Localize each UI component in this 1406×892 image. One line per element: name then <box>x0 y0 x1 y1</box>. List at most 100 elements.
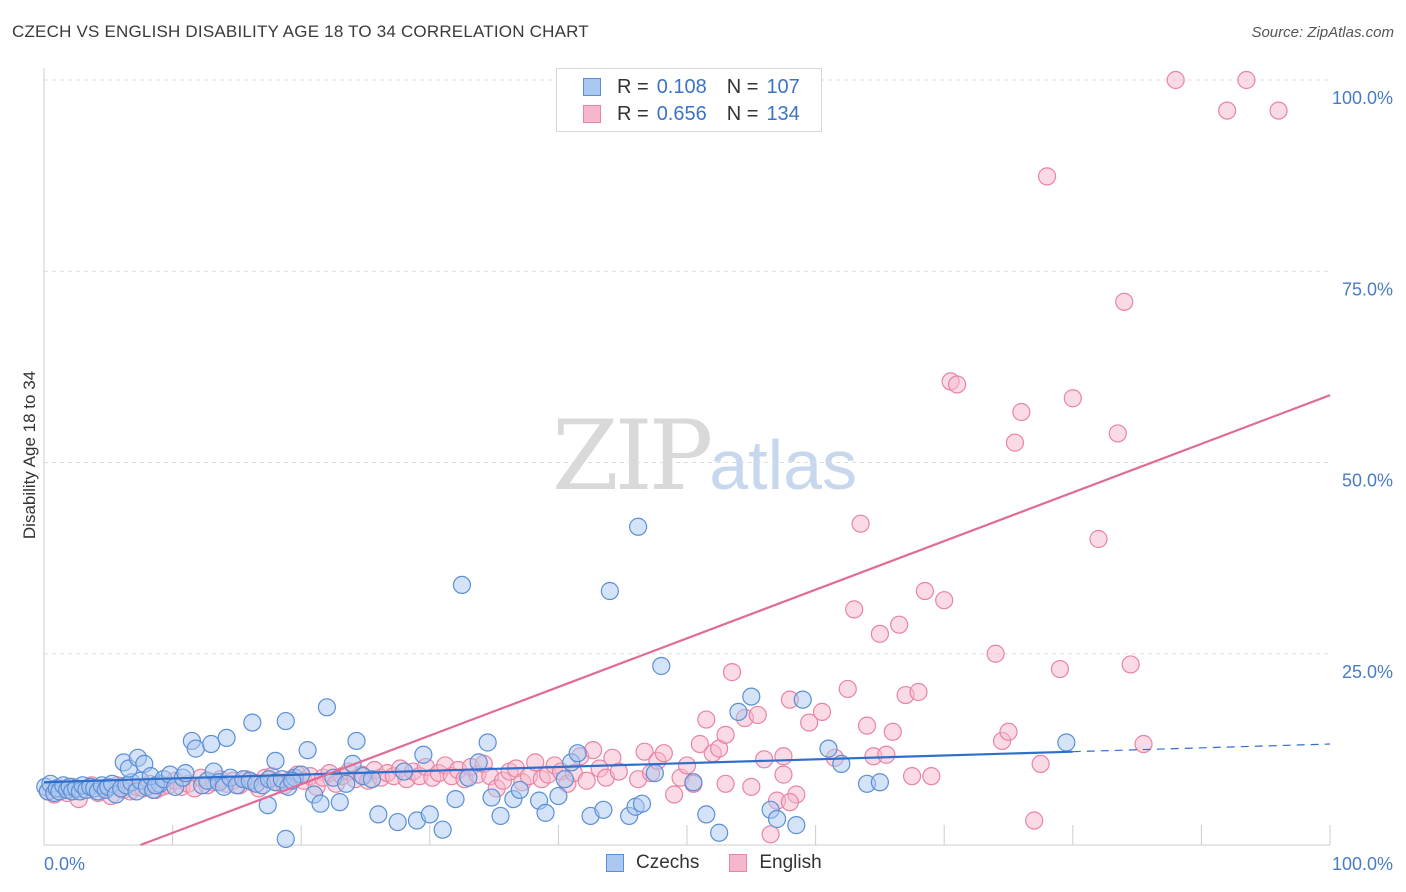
czechs-r-label: R = <box>617 75 649 98</box>
english-point <box>922 767 941 786</box>
czechs-point <box>347 731 366 751</box>
english-point <box>577 771 596 790</box>
czechs-point <box>420 805 439 824</box>
x-tick-label: 0.0% <box>44 854 85 874</box>
czechs-point <box>276 711 295 731</box>
legend-czechs-label: Czechs <box>636 852 700 873</box>
czechs-point <box>870 773 890 792</box>
english-point <box>748 705 767 725</box>
x-tick-label: 100.0% <box>1332 854 1393 874</box>
english-point <box>1121 655 1140 674</box>
english-points <box>38 70 1288 844</box>
english-point <box>697 710 716 729</box>
legend-item-english: English <box>729 852 822 874</box>
english-point <box>665 785 684 804</box>
czechs-point <box>202 734 221 754</box>
czechs-point <box>555 770 574 789</box>
english-point <box>999 722 1018 741</box>
czechs-point <box>536 803 555 822</box>
czechs-point <box>793 690 812 709</box>
legend-item-czechs: Czechs <box>606 852 699 874</box>
czechs-point <box>469 753 488 772</box>
english-point <box>909 682 928 702</box>
english-n-label: N = <box>726 102 759 125</box>
czechs-point <box>594 800 613 819</box>
english-point <box>915 581 935 601</box>
english-point <box>1025 811 1044 830</box>
chart-title: CZECH VS ENGLISH DISABILITY AGE 18 TO 34… <box>12 22 589 41</box>
czechs-point <box>311 794 330 813</box>
english-point <box>722 663 742 682</box>
english-point <box>1269 101 1288 120</box>
english-point <box>1089 529 1108 549</box>
czechs-point <box>491 806 510 826</box>
czechs-point <box>482 788 501 807</box>
english-point <box>690 734 709 754</box>
english-point <box>890 615 909 634</box>
english-point <box>1031 754 1050 774</box>
czechs-point <box>317 698 337 717</box>
english-point <box>986 644 1005 663</box>
english-point <box>1166 70 1185 90</box>
czechs-point <box>742 687 761 706</box>
czechs-point <box>510 780 529 800</box>
czechs-point <box>729 702 748 721</box>
english-point <box>755 750 774 769</box>
english-point <box>935 591 954 610</box>
czechs-r-value: 0.108 <box>656 75 707 98</box>
czechs-point <box>266 751 285 770</box>
czechs-point <box>298 741 317 760</box>
english-swatch <box>729 854 748 872</box>
legend-row-czechs: R = 0.108 N = 107 <box>583 75 800 99</box>
english-point <box>851 514 870 533</box>
english-point <box>845 600 864 619</box>
english-point <box>947 375 967 394</box>
y-tick-label: 100.0% <box>1332 88 1393 108</box>
tick-labels: 25.0% 50.0% 75.0% 100.0% 0.0% 100.0% <box>44 88 1393 874</box>
english-point <box>1050 659 1070 679</box>
english-point <box>1218 101 1237 120</box>
english-point <box>677 756 697 775</box>
czechs-point <box>337 774 356 793</box>
english-point <box>716 725 735 744</box>
axes <box>43 68 1330 846</box>
english-point <box>1134 734 1153 754</box>
english-point <box>902 767 922 786</box>
czechs-point <box>414 745 433 764</box>
czechs-point <box>478 733 497 752</box>
czechs-point <box>697 805 716 824</box>
trend-lines <box>43 394 1331 847</box>
english-point <box>584 741 603 760</box>
czechs-point <box>632 794 652 813</box>
source-label: Source: ZipAtlas.com <box>1251 24 1394 41</box>
y-tick-label: 75.0% <box>1342 279 1393 299</box>
english-point <box>883 722 902 741</box>
czechs-point <box>276 829 295 848</box>
grid-lines <box>44 79 1331 845</box>
english-point <box>812 702 832 721</box>
english-r-value: 0.656 <box>656 102 707 125</box>
czechs-swatch <box>583 78 601 96</box>
czechs-point <box>600 581 619 601</box>
czechs-point <box>819 739 838 758</box>
czechs-point <box>186 739 205 758</box>
czechs-point <box>645 763 664 783</box>
english-point <box>838 679 857 699</box>
english-point <box>774 747 793 766</box>
english-point <box>654 744 673 763</box>
czechs-point <box>629 517 648 536</box>
english-point <box>761 825 780 844</box>
english-point <box>857 716 877 735</box>
english-point <box>1012 402 1031 422</box>
english-r-label: R = <box>617 102 649 125</box>
czechs-n-label: N = <box>726 75 759 98</box>
english-point <box>742 777 761 796</box>
czechs-point <box>388 812 407 832</box>
czechs-point <box>684 773 703 792</box>
czechs-point <box>787 816 806 835</box>
english-point <box>716 774 735 793</box>
czechs-point <box>568 744 587 763</box>
english-point <box>635 742 654 761</box>
zipatlas-watermark: ZIPatlas <box>552 400 857 512</box>
english-point <box>1115 292 1134 311</box>
